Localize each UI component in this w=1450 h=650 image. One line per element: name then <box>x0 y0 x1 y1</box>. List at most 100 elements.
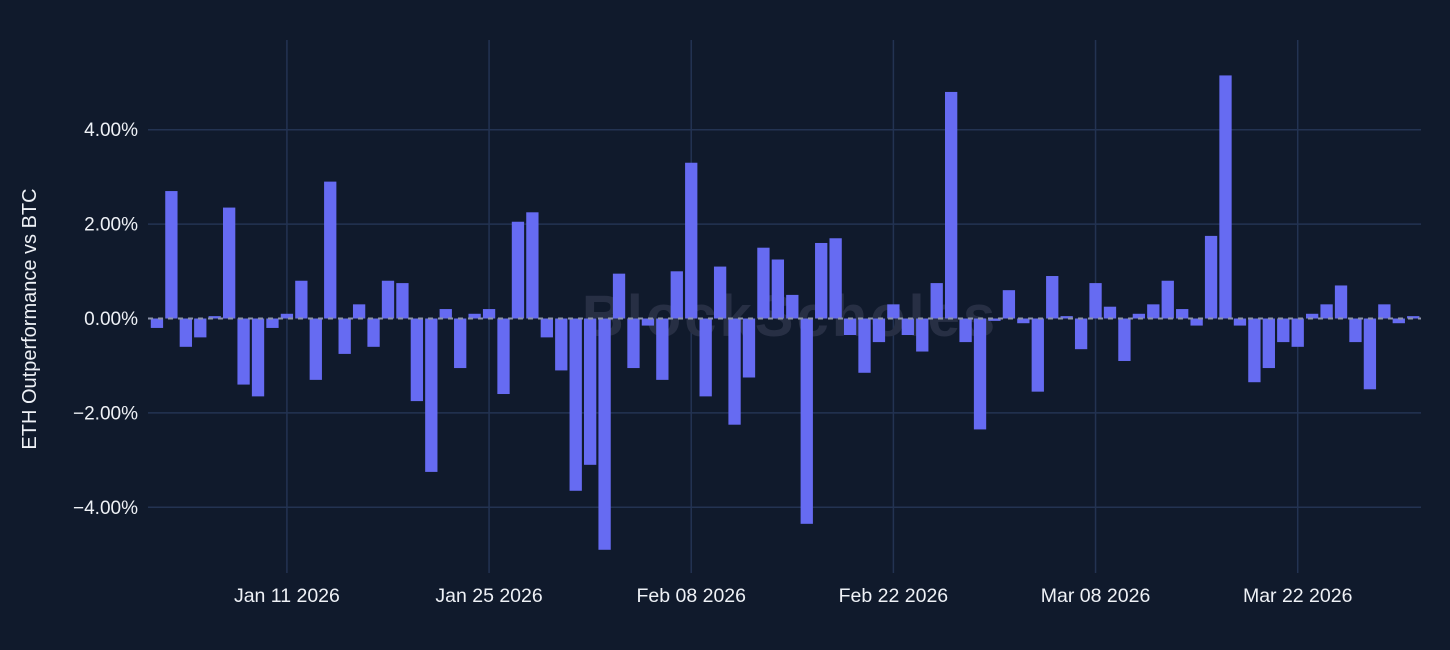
bar[interactable] <box>685 162 698 319</box>
bar[interactable] <box>569 318 582 491</box>
bar[interactable] <box>425 318 438 472</box>
bar[interactable] <box>1074 318 1088 350</box>
bar[interactable] <box>1320 304 1333 319</box>
bar[interactable] <box>454 318 467 369</box>
bar[interactable] <box>742 318 756 378</box>
bar[interactable] <box>1392 318 1405 324</box>
bar[interactable] <box>381 280 395 319</box>
bar[interactable] <box>526 212 539 319</box>
bar[interactable] <box>901 318 914 336</box>
bar[interactable] <box>1017 318 1030 324</box>
bar[interactable] <box>511 221 525 319</box>
bar[interactable] <box>352 304 366 319</box>
bar[interactable] <box>670 271 683 319</box>
bar[interactable] <box>266 318 279 328</box>
bar[interactable] <box>1176 309 1189 319</box>
bar[interactable] <box>1233 318 1247 326</box>
bar[interactable] <box>1046 276 1059 319</box>
bar[interactable] <box>1262 318 1275 369</box>
bar[interactable] <box>728 318 741 425</box>
bar[interactable] <box>945 91 958 319</box>
bar[interactable] <box>208 316 221 319</box>
bar[interactable] <box>150 318 164 328</box>
bar[interactable] <box>829 238 842 319</box>
bar[interactable] <box>1190 318 1203 326</box>
bar[interactable] <box>1161 280 1174 319</box>
bar[interactable] <box>468 313 481 319</box>
bar[interactable] <box>1306 313 1319 319</box>
bar[interactable] <box>1407 316 1420 319</box>
bar[interactable] <box>843 318 857 336</box>
bar[interactable] <box>1219 75 1232 319</box>
bar[interactable] <box>771 259 785 319</box>
bar[interactable] <box>699 318 712 397</box>
bar[interactable] <box>656 318 669 380</box>
bar[interactable] <box>757 247 770 319</box>
x-tick-label: Feb 22 2026 <box>839 585 949 607</box>
bar[interactable] <box>1103 306 1117 319</box>
bar[interactable] <box>786 294 799 319</box>
bar[interactable] <box>1291 318 1304 347</box>
y-tick-label: 4.00% <box>84 120 138 141</box>
bar[interactable] <box>1060 316 1073 319</box>
bar[interactable] <box>165 191 178 319</box>
bar[interactable] <box>280 313 294 319</box>
y-tick-label: −2.00% <box>73 403 138 424</box>
bar[interactable] <box>179 318 192 347</box>
bar[interactable] <box>1248 318 1261 383</box>
bar[interactable] <box>237 318 250 385</box>
bar[interactable] <box>872 318 886 343</box>
bar[interactable] <box>800 318 813 524</box>
bar[interactable] <box>815 242 828 319</box>
bar[interactable] <box>439 309 452 319</box>
bar[interactable] <box>367 318 380 347</box>
bar[interactable] <box>1002 290 1016 319</box>
bar[interactable] <box>1334 285 1348 319</box>
bar[interactable] <box>1277 318 1290 343</box>
bar[interactable] <box>1132 313 1146 319</box>
bar[interactable] <box>713 266 727 319</box>
bar[interactable] <box>988 318 1001 321</box>
bar[interactable] <box>555 318 568 371</box>
bar[interactable] <box>627 318 640 369</box>
bar[interactable] <box>887 304 900 319</box>
bar[interactable] <box>295 280 308 319</box>
bar[interactable] <box>497 318 510 395</box>
bar[interactable] <box>1118 318 1131 361</box>
bar[interactable] <box>251 318 265 397</box>
bar[interactable] <box>641 318 655 326</box>
y-tick-label: −4.00% <box>73 498 138 519</box>
bar[interactable] <box>973 318 987 430</box>
bar[interactable] <box>1089 283 1102 319</box>
bar[interactable] <box>194 318 207 338</box>
bar[interactable] <box>584 318 597 465</box>
bar[interactable] <box>858 318 871 373</box>
bar[interactable] <box>396 283 409 319</box>
bar[interactable] <box>1204 235 1218 319</box>
bar[interactable] <box>598 318 611 550</box>
bar[interactable] <box>410 318 424 402</box>
bar[interactable] <box>309 318 322 380</box>
bar[interactable] <box>540 318 553 338</box>
x-tick-label: Jan 25 2026 <box>435 585 542 607</box>
x-tick-label: Feb 08 2026 <box>636 585 746 607</box>
bar[interactable] <box>1378 304 1391 319</box>
bar[interactable] <box>324 181 337 319</box>
bar[interactable] <box>916 318 929 352</box>
y-tick-label: 0.00% <box>84 309 138 330</box>
bar[interactable] <box>1031 318 1044 392</box>
bar[interactable] <box>959 318 972 343</box>
bar[interactable] <box>1363 318 1377 390</box>
y-axis-title: ETH Outperformance vs BTC <box>19 188 41 449</box>
bar[interactable] <box>482 309 496 319</box>
x-tick-label: Jan 11 2026 <box>234 585 340 607</box>
bar[interactable] <box>1349 318 1362 343</box>
bar[interactable] <box>612 273 626 319</box>
bar[interactable] <box>1147 304 1160 319</box>
x-tick-label: Mar 22 2026 <box>1243 585 1353 607</box>
bar[interactable] <box>338 318 351 354</box>
bar[interactable] <box>223 207 236 319</box>
bar[interactable] <box>930 283 943 319</box>
